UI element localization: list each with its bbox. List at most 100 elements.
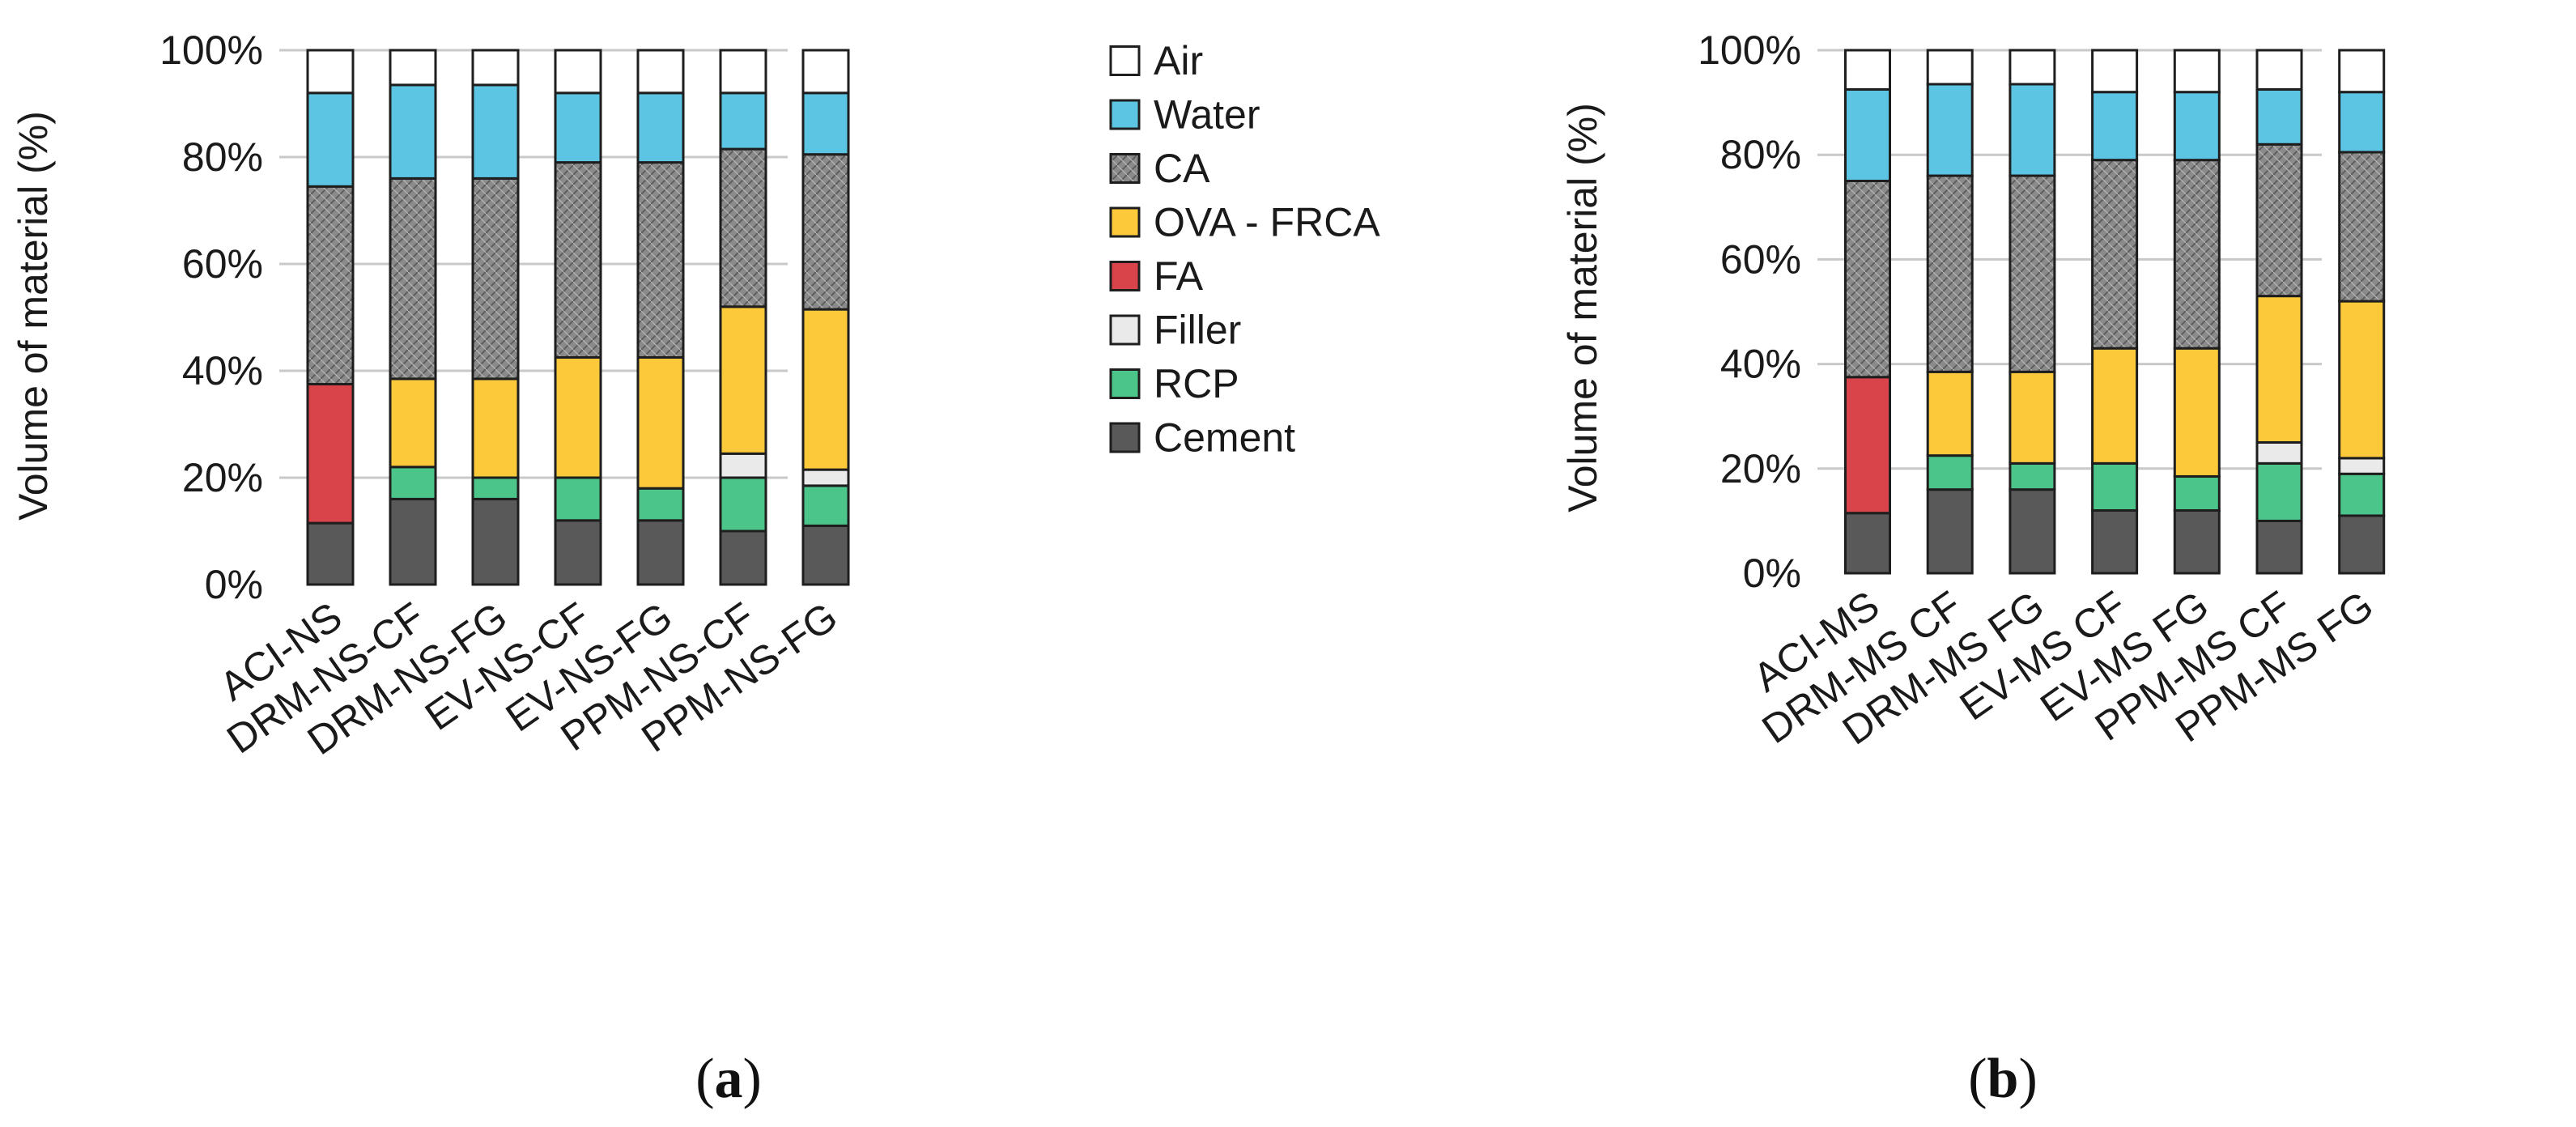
y-tick-label-a-1: 20%: [182, 455, 263, 500]
bar-segment-a-ppm-ns-fg-ova-frca: [801, 308, 850, 471]
bar-segment-a-ev-ns-cf-rcp: [554, 476, 602, 522]
panel-caption-b: (b): [1968, 1048, 2038, 1110]
bar-segment-a-ev-ns-fg-air: [636, 49, 685, 95]
bar-segment-b-ev-ms-fg-ca: [2173, 159, 2221, 350]
y-axis-title-a: Volume of material (%): [11, 111, 56, 521]
bar-segment-b-ppm-ms-cf-ca: [2255, 142, 2303, 298]
legend-swatch-ova-frca: [1109, 206, 1141, 238]
bar-segment-a-drm-ns-cf-rcp: [389, 466, 437, 500]
bar-segment-a-drm-ns-fg-water: [471, 83, 520, 180]
bar-segment-b-ppm-ms-fg-cement: [2338, 514, 2386, 575]
bar-segment-a-ppm-ns-fg-water: [801, 91, 850, 156]
y-tick-label-a-5: 100%: [159, 28, 263, 73]
bar-segment-a-ppm-ns-fg-ca: [801, 153, 850, 311]
bar-segment-b-aci-ms-cement: [1844, 512, 1891, 575]
bar-segment-a-ev-ns-cf-ca: [554, 161, 602, 359]
bar-segment-a-ev-ns-cf-air: [554, 49, 602, 95]
bar-segment-a-ppm-ns-cf-water: [719, 91, 767, 151]
bar-segment-b-ev-ms-fg-cement: [2173, 508, 2221, 575]
bar-segment-b-ppm-ms-cf-water: [2255, 87, 2303, 146]
bar-segment-a-ev-ns-fg-ova-frca: [636, 356, 685, 490]
legend-swatch-ca: [1109, 153, 1141, 184]
bar-segment-b-ppm-ms-fg-water: [2338, 91, 2386, 154]
legend-label-ova-frca: OVA - FRCA: [1154, 200, 1380, 245]
bar-segment-a-ppm-ns-cf-filler: [719, 452, 767, 479]
bar-segment-b-aci-ms-air: [1844, 49, 1891, 91]
y-tick-label-b-4: 80%: [1720, 132, 1801, 177]
bar-segment-a-aci-ns-cement: [306, 521, 355, 586]
legend-swatch-fa: [1109, 261, 1141, 291]
chart-panel-a: 0% 20% 40% 60% 80% 100% ACI-NSDRM-NS-CFDRM-NS…: [11, 28, 1380, 1110]
bar-segment-b-ev-ms-cf-air: [2091, 49, 2139, 94]
bar-segment-b-aci-ms-water: [1844, 87, 1891, 182]
legend-swatch-rcp: [1109, 368, 1141, 399]
legend-swatch-water: [1109, 99, 1141, 130]
legend-swatch-air: [1109, 45, 1141, 76]
bar-segment-a-drm-ns-cf-water: [389, 83, 437, 180]
bar-segment-b-aci-ms-fa: [1844, 376, 1891, 515]
legend-label-water: Water: [1154, 92, 1260, 138]
bar-segment-a-ppm-ns-cf-cement: [719, 529, 767, 586]
bar-segment-b-ev-ms-fg-ova-frca: [2173, 347, 2221, 478]
panel-caption-a: (a): [695, 1048, 762, 1110]
bar-segment-b-ev-ms-cf-ca: [2091, 159, 2139, 350]
y-tick-label-b-0: 0%: [1743, 551, 1801, 596]
legend-swatch-cement: [1109, 422, 1141, 453]
gridlines-b: [1817, 49, 2322, 470]
bar-segment-a-ppm-ns-cf-rcp: [719, 476, 767, 533]
bar-segment-b-drm-ms-fg-air: [2009, 49, 2056, 86]
bar-segment-b-drm-ms-fg-rcp: [2009, 461, 2056, 491]
bar-segment-a-ppm-ns-fg-filler: [801, 468, 850, 487]
bar-segment-b-drm-ms-cf-cement: [1926, 488, 1974, 575]
bar-segment-b-ppm-ms-cf-rcp: [2255, 461, 2303, 522]
bar-segment-b-ev-ms-cf-rcp: [2091, 461, 2139, 512]
bar-segment-a-ev-ns-fg-rcp: [636, 487, 685, 522]
bar-segment-a-drm-ns-fg-ova-frca: [471, 377, 520, 479]
bar-segment-b-ppm-ms-cf-cement: [2255, 519, 2303, 575]
bars-a: [306, 49, 850, 586]
bar-segment-b-ev-ms-fg-air: [2173, 49, 2221, 94]
bar-segment-b-ev-ms-cf-cement: [2091, 508, 2139, 575]
y-tick-labels-a: 0% 20% 40% 60% 80% 100%: [159, 28, 263, 607]
bar-segment-a-aci-ns-ca: [306, 185, 355, 385]
bar-segment-a-aci-ns-water: [306, 91, 355, 188]
x-tick-labels-a: ACI-NSDRM-NS-CFDRM-NS-FGEV-NS-CFEV-NS-FG…: [211, 593, 845, 763]
bar-segment-b-ev-ms-fg-rcp: [2173, 474, 2221, 512]
bar-segment-a-drm-ns-cf-ova-frca: [389, 377, 437, 469]
bar-segment-a-drm-ns-fg-ca: [471, 176, 520, 381]
bar-segment-a-drm-ns-fg-air: [471, 49, 520, 87]
bar-segment-b-ppm-ms-cf-filler: [2255, 441, 2303, 465]
bar-segment-b-ev-ms-fg-water: [2173, 91, 2221, 162]
bar-segment-a-drm-ns-fg-rcp: [471, 476, 520, 500]
legend-label-air: Air: [1154, 38, 1203, 83]
bar-segment-a-ev-ns-cf-cement: [554, 519, 602, 586]
y-tick-label-a-0: 0%: [205, 562, 263, 607]
bar-segment-b-drm-ms-cf-air: [1926, 49, 1974, 86]
bar-segment-a-ev-ns-cf-ova-frca: [554, 356, 602, 479]
bar-segment-b-drm-ms-cf-rcp: [1926, 454, 1974, 491]
bar-segment-b-ev-ms-cf-water: [2091, 91, 2139, 162]
y-tick-label-b-5: 100%: [1698, 28, 1801, 73]
bar-segment-a-aci-ns-air: [306, 49, 355, 95]
bar-segment-b-drm-ms-fg-cement: [2009, 488, 2056, 575]
bar-segment-a-ev-ns-fg-water: [636, 91, 685, 164]
y-tick-label-a-3: 60%: [182, 241, 263, 287]
bar-segment-a-ev-ns-fg-ca: [636, 161, 685, 359]
bar-segment-b-ppm-ms-fg-ova-frca: [2338, 300, 2386, 460]
legend-label-rcp: RCP: [1154, 361, 1239, 406]
bar-segment-a-ev-ns-fg-cement: [636, 519, 685, 586]
legend-label-cement: Cement: [1154, 415, 1295, 461]
bar-segment-a-drm-ns-cf-ca: [389, 176, 437, 381]
y-tick-label-a-4: 80%: [182, 134, 263, 180]
bar-segment-b-drm-ms-cf-water: [1926, 83, 1974, 177]
bar-segment-a-ppm-ns-fg-cement: [801, 524, 850, 586]
bar-segment-b-aci-ms-ca: [1844, 180, 1891, 379]
bars-b: [1844, 49, 2386, 575]
legend-label-filler: Filler: [1154, 308, 1241, 353]
bar-segment-b-drm-ms-cf-ca: [1926, 174, 1974, 373]
bar-segment-a-ppm-ns-fg-air: [801, 49, 850, 95]
legend-swatch-filler: [1109, 314, 1141, 346]
bar-segment-a-ev-ns-cf-water: [554, 91, 602, 164]
y-axis-title-b: Volume of material (%): [1560, 103, 1605, 512]
